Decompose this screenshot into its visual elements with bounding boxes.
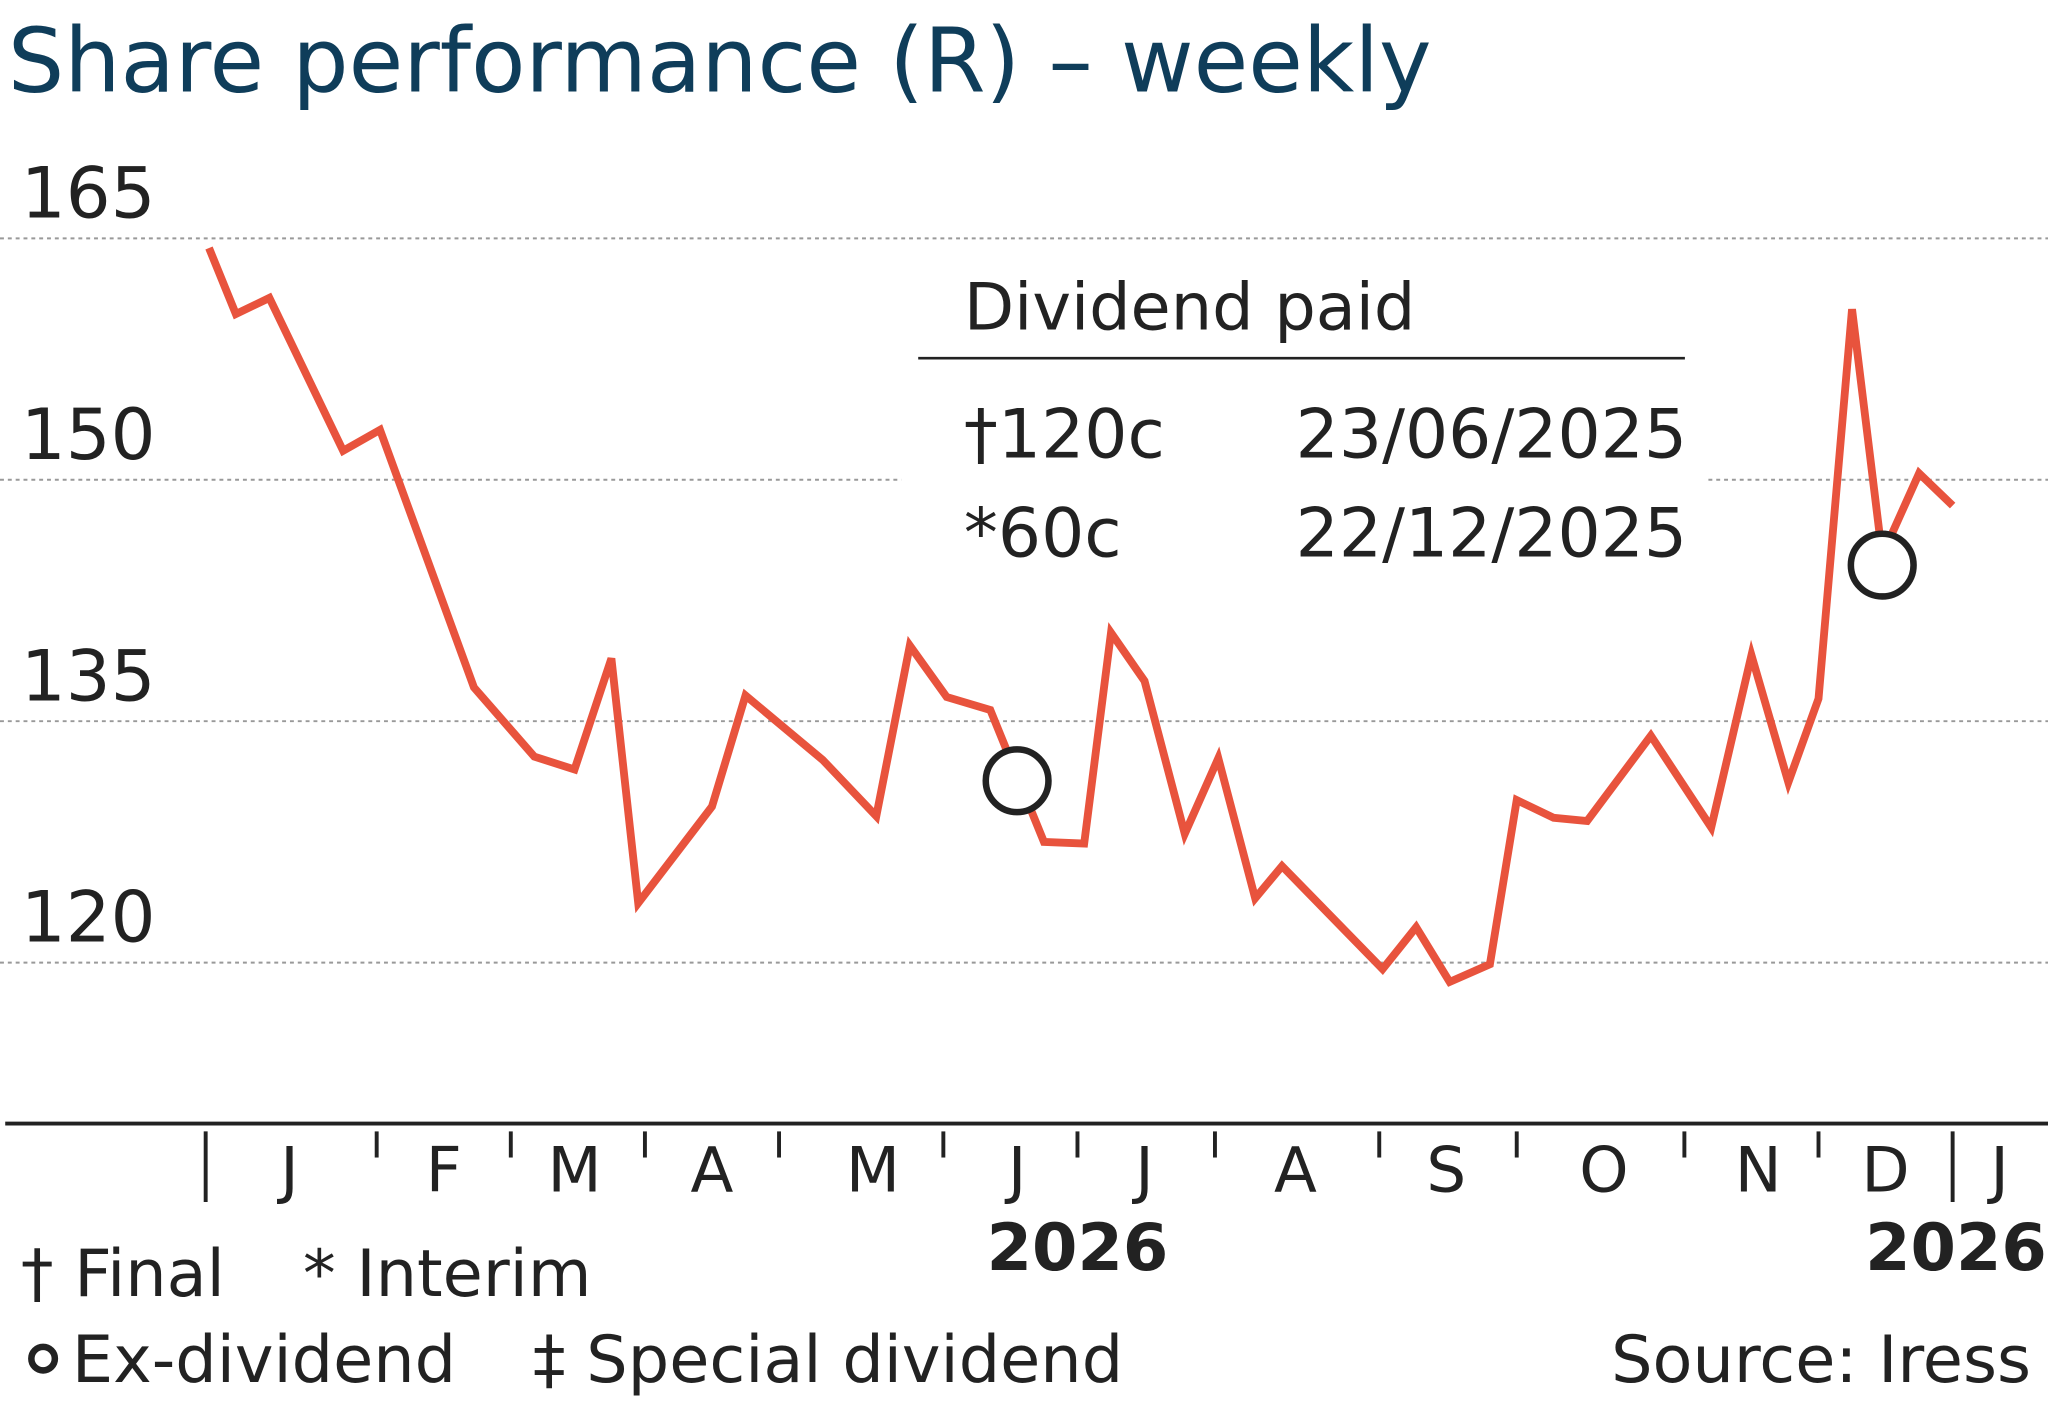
x-tick-label: F xyxy=(426,1133,462,1206)
chart-title: Share performance (R) – weekly xyxy=(8,10,1432,113)
x-tick-label: J xyxy=(1004,1133,1027,1206)
x-tick-label: J xyxy=(1131,1133,1154,1206)
x-tick-label: O xyxy=(1579,1133,1628,1206)
ex-dividend-marker xyxy=(982,746,1052,816)
dividend-date: 23/06/2025 xyxy=(1296,395,1687,474)
dividend-amount: *60c xyxy=(964,495,1122,574)
y-tick-label: 165 xyxy=(21,152,156,234)
x-tick-label: J xyxy=(276,1133,299,1206)
footnote: Ex-dividend xyxy=(72,1322,456,1398)
x-tick-label: J xyxy=(1986,1133,2009,1206)
x-tick-label: A xyxy=(1274,1133,1317,1206)
y-tick-label: 150 xyxy=(21,394,156,476)
x-tick-label: N xyxy=(1735,1133,1782,1206)
dividend-date: 22/12/2025 xyxy=(1296,495,1687,574)
dividend-box xyxy=(901,255,1705,582)
price-line xyxy=(205,246,1956,987)
y-tick-label: 120 xyxy=(21,877,156,959)
footnote: ‡ Special dividend xyxy=(533,1322,1123,1398)
x-tick-label: S xyxy=(1426,1133,1466,1206)
x-tick-label: M xyxy=(547,1133,601,1206)
source: Source: Iress xyxy=(1611,1322,2031,1398)
x-tick-label: D xyxy=(1861,1133,1909,1206)
year-label: 2026 xyxy=(987,1210,1169,1286)
x-tick-label: M xyxy=(846,1133,900,1206)
year-label: 2026 xyxy=(1865,1210,2047,1286)
ex-dividend-marker xyxy=(1847,530,1917,600)
footnote: † Final xyxy=(21,1236,225,1312)
grid: 120 135 150 165 xyxy=(0,152,2048,964)
y-tick-label: 135 xyxy=(21,635,156,717)
x-tick-label: A xyxy=(691,1133,734,1206)
dividend-amount: †120c xyxy=(964,395,1165,474)
ex-dividend-icon xyxy=(28,1343,59,1374)
footnote: * Interim xyxy=(303,1236,591,1312)
dividend-title: Dividend paid xyxy=(964,269,1415,345)
